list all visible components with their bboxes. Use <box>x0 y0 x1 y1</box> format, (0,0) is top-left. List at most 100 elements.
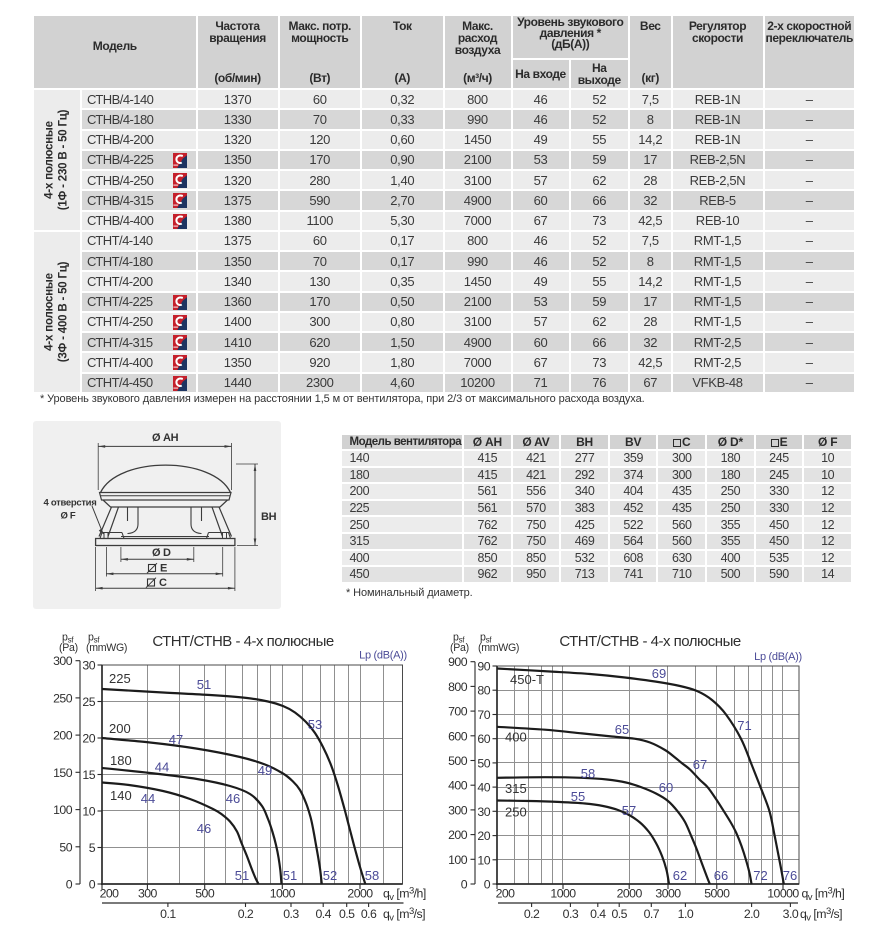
svg-text:2000: 2000 <box>617 887 643 901</box>
svg-text:psf: psf <box>453 632 465 645</box>
svg-text:200: 200 <box>448 828 468 842</box>
svg-text:80: 80 <box>477 684 490 698</box>
svg-text:0: 0 <box>484 878 491 892</box>
svg-text:400: 400 <box>448 779 468 793</box>
svg-text:76: 76 <box>783 868 797 883</box>
svg-text:100: 100 <box>448 853 468 867</box>
svg-text:49: 49 <box>258 763 272 778</box>
svg-text:0: 0 <box>66 878 73 892</box>
svg-text:450-T: 450-T <box>510 672 544 687</box>
svg-text:180: 180 <box>110 753 132 768</box>
svg-text:500: 500 <box>448 754 468 768</box>
svg-text:0: 0 <box>461 878 468 892</box>
svg-text:57: 57 <box>622 803 636 818</box>
svg-text:44: 44 <box>141 791 155 806</box>
svg-text:1000: 1000 <box>550 887 576 901</box>
svg-text:50: 50 <box>477 756 490 770</box>
svg-text:51: 51 <box>197 677 211 692</box>
svg-text:69: 69 <box>652 666 666 681</box>
svg-text:46: 46 <box>226 791 240 806</box>
svg-text:67: 67 <box>693 757 707 772</box>
svg-text:100: 100 <box>53 803 73 817</box>
svg-text:47: 47 <box>169 732 183 747</box>
svg-text:51: 51 <box>283 868 297 883</box>
svg-text:psf: psf <box>62 632 74 645</box>
svg-text:20: 20 <box>82 732 95 746</box>
svg-text:900: 900 <box>448 655 468 669</box>
svg-text:psf: psf <box>88 632 100 645</box>
svg-text:70: 70 <box>477 708 490 722</box>
svg-text:qv [m3/s]: qv [m3/s] <box>383 906 425 924</box>
svg-text:800: 800 <box>448 680 468 694</box>
svg-text:psf: psf <box>480 632 492 645</box>
svg-text:qv [m3/s]: qv [m3/s] <box>800 906 842 924</box>
svg-text:qv [m3/h]: qv [m3/h] <box>802 886 845 904</box>
svg-text:Ø F: Ø F <box>61 511 76 522</box>
svg-text:400: 400 <box>505 730 527 745</box>
svg-text:ВН: ВН <box>261 511 277 523</box>
svg-text:300: 300 <box>138 887 158 901</box>
svg-text:300: 300 <box>448 803 468 817</box>
svg-text:62: 62 <box>673 868 687 883</box>
svg-text:qv [m3/h]: qv [m3/h] <box>383 886 426 904</box>
svg-text:700: 700 <box>448 705 468 719</box>
svg-text:0.6: 0.6 <box>361 907 377 921</box>
svg-text:44: 44 <box>155 760 169 775</box>
svg-text:46: 46 <box>197 821 211 836</box>
svg-text:58: 58 <box>581 766 595 781</box>
svg-text:10000: 10000 <box>767 887 799 901</box>
svg-text:Ø АН: Ø АН <box>152 432 179 444</box>
svg-text:C: C <box>159 577 167 589</box>
svg-text:600: 600 <box>448 729 468 743</box>
svg-text:200: 200 <box>109 721 131 736</box>
svg-text:1000: 1000 <box>270 887 296 901</box>
svg-text:50: 50 <box>59 840 72 854</box>
svg-text:65: 65 <box>615 722 629 737</box>
svg-text:140: 140 <box>110 788 132 803</box>
svg-text:40: 40 <box>477 781 490 795</box>
svg-text:225: 225 <box>109 671 131 686</box>
svg-text:0.3: 0.3 <box>283 907 299 921</box>
svg-text:0.3: 0.3 <box>563 907 579 921</box>
svg-text:0.4: 0.4 <box>315 907 331 921</box>
svg-text:66: 66 <box>714 868 728 883</box>
svg-text:53: 53 <box>308 717 322 732</box>
svg-text:52: 52 <box>323 868 337 883</box>
svg-text:300: 300 <box>53 654 73 668</box>
svg-text:200: 200 <box>53 729 73 743</box>
svg-text:СТНТ/СТНВ - 4-х полюсные: СТНТ/СТНВ - 4-х полюсные <box>152 633 334 650</box>
svg-text:250: 250 <box>53 691 73 705</box>
svg-text:0.1: 0.1 <box>160 907 176 921</box>
svg-text:200: 200 <box>496 887 516 901</box>
svg-text:0.5: 0.5 <box>611 907 627 921</box>
svg-text:E: E <box>160 563 167 575</box>
svg-text:90: 90 <box>477 660 490 674</box>
svg-text:72: 72 <box>753 868 767 883</box>
svg-text:4 отверстия: 4 отверстия <box>44 498 97 509</box>
svg-text:0: 0 <box>89 878 96 892</box>
svg-text:(Pa): (Pa) <box>450 642 469 654</box>
svg-text:150: 150 <box>53 766 73 780</box>
svg-text:2.0: 2.0 <box>744 907 760 921</box>
svg-text:10: 10 <box>477 853 490 867</box>
svg-text:5000: 5000 <box>704 887 730 901</box>
svg-text:0.7: 0.7 <box>644 907 660 921</box>
svg-text:Lp (dB(A)): Lp (dB(A)) <box>754 651 802 663</box>
svg-text:51: 51 <box>235 868 249 883</box>
svg-text:0.2: 0.2 <box>238 907 254 921</box>
svg-text:71: 71 <box>737 718 751 733</box>
svg-text:30: 30 <box>477 805 490 819</box>
svg-text:3.0: 3.0 <box>783 907 799 921</box>
svg-text:5: 5 <box>89 841 96 855</box>
svg-text:60: 60 <box>477 732 490 746</box>
svg-text:250: 250 <box>505 805 527 820</box>
svg-text:(Pa): (Pa) <box>59 642 78 654</box>
svg-text:60: 60 <box>659 780 673 795</box>
svg-text:315: 315 <box>505 781 527 796</box>
svg-text:0.5: 0.5 <box>339 907 355 921</box>
svg-text:СТНТ/СТНВ - 4-х полюсные: СТНТ/СТНВ - 4-х полюсные <box>559 633 741 650</box>
svg-text:55: 55 <box>571 789 585 804</box>
svg-text:20: 20 <box>477 829 490 843</box>
svg-text:(mmWG): (mmWG) <box>478 642 519 654</box>
svg-text:3000: 3000 <box>655 887 681 901</box>
